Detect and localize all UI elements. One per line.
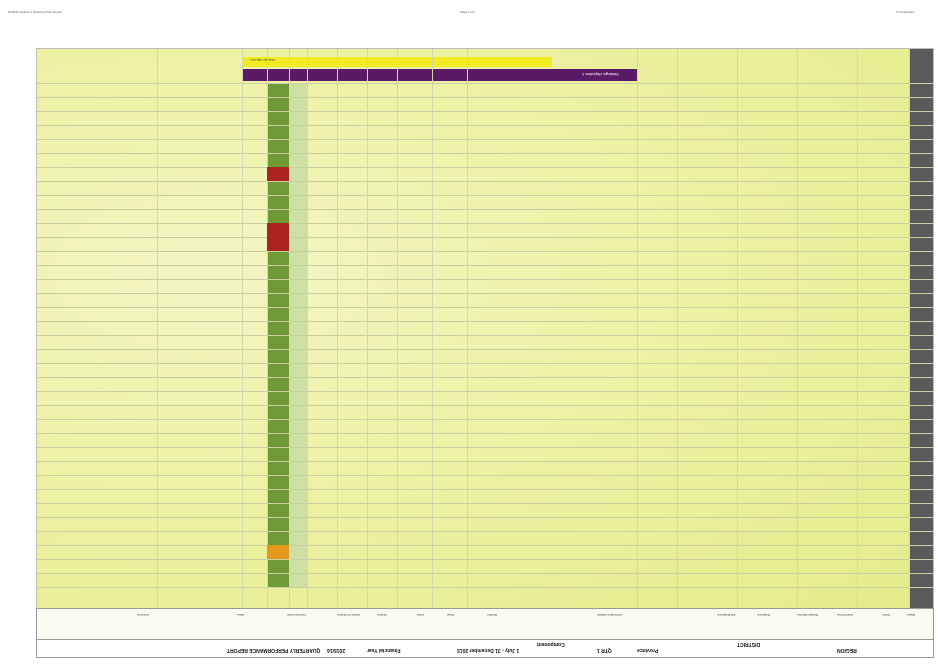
table-row-line [37, 293, 933, 294]
column-separator [242, 49, 243, 609]
table-row-line [37, 307, 933, 308]
column-header: Sub-Programme [717, 613, 736, 616]
table-row-line [37, 433, 933, 434]
header-date: 17 September [896, 10, 915, 14]
column-header: Financial Year [837, 613, 853, 616]
status-cell-red [267, 237, 289, 251]
table-row-line [37, 335, 933, 336]
status-cell-orange [267, 545, 289, 559]
table-row-line [37, 573, 933, 574]
column-separator [909, 49, 910, 609]
component-label: Component [537, 641, 565, 647]
column-separator [397, 49, 398, 609]
region-sidebar-column [909, 49, 933, 609]
table-row-line [37, 391, 933, 392]
quarter-label: QTR 1 [597, 647, 612, 653]
column-header: Performance Indicator [597, 613, 622, 616]
table-row-line [37, 377, 933, 378]
page-top-margin: 2015/16 Quarter 1 Statutory Plan Report … [0, 0, 938, 34]
column-separator [677, 49, 678, 609]
table-row-line [37, 363, 933, 364]
table-row-line [37, 209, 933, 210]
reporting-period: 1 July - 31 December 2015 [457, 647, 520, 653]
column-separator [157, 49, 158, 609]
band-yellow-label: Strategic Objective [250, 58, 276, 62]
table-row-line [37, 237, 933, 238]
table-row-line [37, 517, 933, 518]
column-separator [337, 49, 338, 609]
table-row-line [37, 139, 933, 140]
column-separator [737, 49, 738, 609]
column-header: Baseline [487, 613, 497, 616]
table-row-line [37, 223, 933, 224]
table-row-line [37, 419, 933, 420]
column-header: Region [907, 613, 915, 616]
table-row-line [37, 545, 933, 546]
table-row-line [37, 503, 933, 504]
header-left-text: 2015/16 Quarter 1 Statutory Plan Report [8, 10, 62, 14]
table-row-line [37, 181, 933, 182]
table-row-line [37, 279, 933, 280]
band-purple-label: Strategic Objective 1 [582, 72, 619, 77]
header-page-number: Page 1 of 1 [460, 10, 476, 14]
financial-year-value: 2015/16 [327, 647, 346, 653]
table-row-line [37, 111, 933, 112]
column-header: Corrective Action [287, 613, 306, 616]
column-separator [289, 49, 290, 609]
column-header: Target [447, 613, 454, 616]
column-separator [367, 49, 368, 609]
report-title: QUARTERLY PERFORMANCE REPORT [227, 647, 321, 653]
column-header: Status [237, 613, 245, 616]
report-footer: Region District Financial Year Strategic Ob… [36, 608, 934, 658]
column-separator [797, 49, 798, 609]
column-header: Strategic Objective [797, 613, 818, 616]
table-row-line [37, 475, 933, 476]
column-separator [637, 49, 638, 609]
district-label: DISTRICT [737, 641, 761, 647]
table-row-line [37, 265, 933, 266]
status-cell-red [267, 223, 289, 237]
column-separator [467, 49, 468, 609]
table-row-line [37, 349, 933, 350]
status-cell-red [267, 167, 289, 181]
table-row-line [37, 153, 933, 154]
column-header: Reason for Variance [337, 613, 360, 616]
table-row-line [37, 97, 933, 98]
table-row-line [37, 405, 933, 406]
table-row-line [37, 489, 933, 490]
table-row-line [37, 83, 933, 84]
objective-header-band: Strategic Objective 1 [242, 69, 637, 81]
table-row-line [37, 461, 933, 462]
performance-sheet: Strategic Objective Strategic Objective … [36, 48, 934, 610]
financial-year-label: Financial Year [367, 647, 401, 653]
table-row-line [37, 251, 933, 252]
table-row-line [37, 195, 933, 196]
table-row-line [37, 321, 933, 322]
table-row-line [37, 531, 933, 532]
column-header-row: Region District Financial Year Strategic Ob… [37, 609, 933, 640]
column-separator [267, 49, 268, 609]
table-row-line [37, 167, 933, 168]
table-row-line [37, 587, 933, 588]
column-header: Variance [377, 613, 387, 616]
column-separator [307, 49, 308, 609]
province-label: Province [637, 647, 659, 653]
table-row-line [37, 125, 933, 126]
column-header: Programme [757, 613, 771, 616]
column-separator [432, 49, 433, 609]
column-header: Actual [417, 613, 424, 616]
table-row-line [37, 559, 933, 560]
column-separator [857, 49, 858, 609]
column-header: District [882, 613, 890, 616]
region-label: REGION [837, 647, 857, 653]
table-row-line [37, 447, 933, 448]
column-header: Comments [137, 613, 150, 616]
